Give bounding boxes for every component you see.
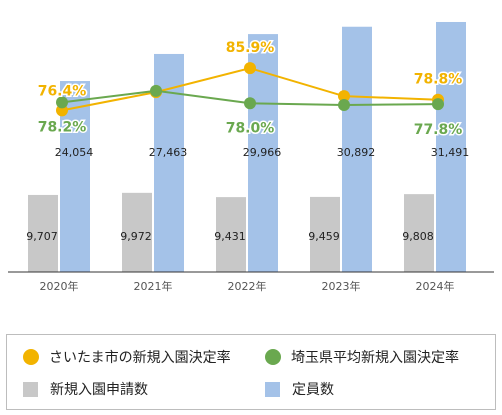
application-bar bbox=[122, 192, 152, 272]
prefecture-rate-point bbox=[432, 98, 444, 111]
prefecture-rate-point bbox=[244, 97, 256, 110]
application-bar bbox=[28, 194, 58, 272]
bars-layer bbox=[28, 21, 466, 273]
capacity-value-label: 30,892 bbox=[337, 146, 376, 159]
legend-square-icon bbox=[265, 381, 280, 397]
saitama-rate-point bbox=[338, 90, 350, 103]
x-tick-label: 2022年 bbox=[228, 279, 267, 293]
application-bar bbox=[216, 197, 246, 272]
application-value-label: 9,431 bbox=[214, 230, 246, 243]
prefecture-rate-value-label: 78.0% bbox=[226, 120, 275, 136]
application-bar bbox=[310, 196, 340, 272]
x-tick-label: 2021年 bbox=[134, 279, 173, 293]
capacity-bar bbox=[436, 21, 466, 272]
prefecture-rate-point bbox=[150, 84, 162, 97]
application-bar bbox=[404, 194, 434, 272]
saitama-rate-value-label: 85.9% bbox=[226, 40, 275, 56]
capacity-bar bbox=[248, 34, 278, 272]
legend-label: 埼玉県平均新規入園決定率 bbox=[291, 350, 459, 366]
legend-label: 定員数 bbox=[292, 382, 334, 398]
capacity-value-label: 24,054 bbox=[55, 146, 94, 159]
legend-item-capacity: 定員数 bbox=[265, 379, 334, 399]
legend-item-saitama-rate: さいたま市の新規入園決定率 bbox=[23, 347, 231, 367]
application-value-label: 9,808 bbox=[402, 230, 434, 243]
chart: 9,707 24,054 2020年 9,972 27,463 2021年 9,431 29,… bbox=[8, 21, 494, 293]
saitama-rate-value-label: 76.4% bbox=[38, 83, 87, 99]
x-tick-label: 2020年 bbox=[40, 279, 79, 293]
legend-label: 新規入園申請数 bbox=[50, 382, 148, 398]
lines-layer bbox=[56, 62, 444, 117]
saitama-rate-value-label: 78.8% bbox=[414, 72, 463, 88]
prefecture-rate-value-label: 77.8% bbox=[414, 122, 463, 138]
prefecture-rate-value-label: 78.2% bbox=[38, 119, 87, 135]
x-tick-label: 2024年 bbox=[416, 279, 455, 293]
x-tick-label: 2023年 bbox=[322, 279, 361, 293]
application-value-label: 9,707 bbox=[26, 230, 58, 243]
capacity-bar bbox=[342, 26, 372, 273]
capacity-value-label: 27,463 bbox=[149, 146, 188, 159]
capacity-value-label: 31,491 bbox=[431, 146, 470, 159]
legend-label: さいたま市の新規入園決定率 bbox=[49, 350, 231, 366]
legend-square-icon bbox=[23, 381, 38, 397]
legend-item-applications: 新規入園申請数 bbox=[23, 379, 148, 399]
prefecture-rate-point bbox=[56, 96, 68, 109]
legend: さいたま市の新規入園決定率 埼玉県平均新規入園決定率 新規入園申請数 定員数 bbox=[6, 334, 496, 410]
saitama-rate-point bbox=[244, 62, 256, 75]
application-value-label: 9,972 bbox=[120, 230, 152, 243]
prefecture-rate-point bbox=[338, 99, 350, 112]
legend-item-saitama-pref-rate: 埼玉県平均新規入園決定率 bbox=[265, 347, 459, 367]
application-value-label: 9,459 bbox=[308, 230, 340, 243]
legend-circle-icon bbox=[23, 349, 39, 365]
legend-circle-icon bbox=[265, 349, 281, 365]
capacity-value-label: 29,966 bbox=[243, 146, 282, 159]
labels-layer: 9,707 24,054 2020年 9,972 27,463 2021年 9,431 29,… bbox=[26, 39, 470, 293]
